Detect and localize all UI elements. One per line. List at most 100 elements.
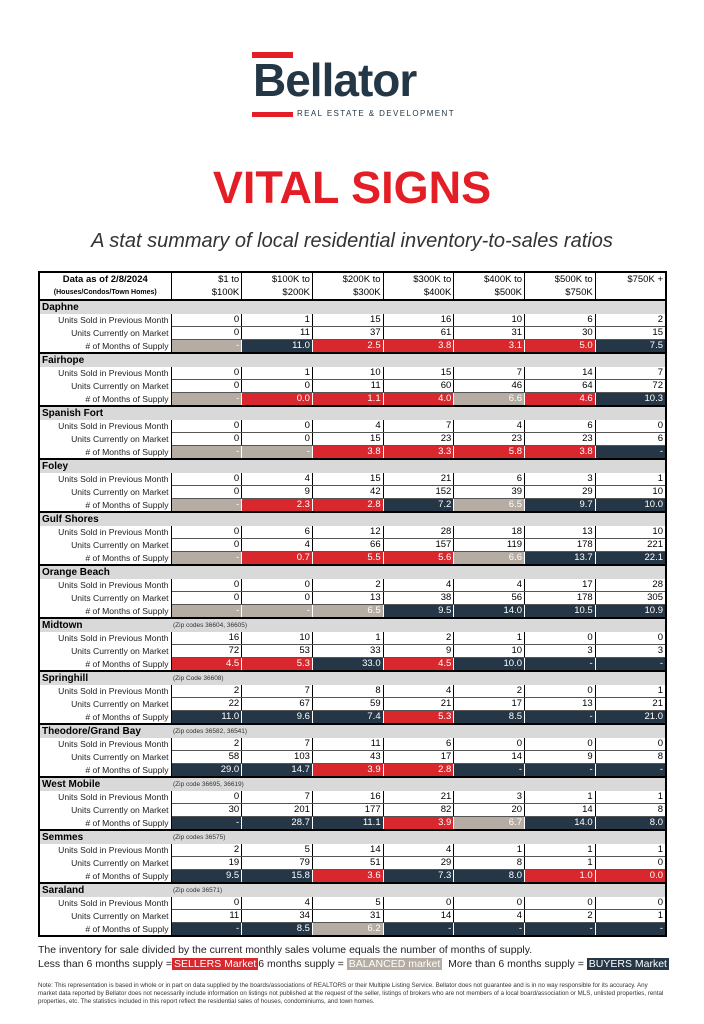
column-header-line1: $200K to xyxy=(311,272,384,286)
table-row-supply: # of Months of Supply -0.7 5.5 5.6 6.6 13.7 22… xyxy=(39,551,666,565)
months-supply-cell: 29.0 xyxy=(170,763,242,777)
units-sold-cell: 0 xyxy=(382,897,454,910)
months-supply-cell: 5.5 xyxy=(311,551,384,565)
months-supply-cell: 7.2 xyxy=(382,498,454,512)
units-on-market-cell: 72 xyxy=(170,644,242,658)
units-sold-cell: 0 xyxy=(170,473,242,486)
months-supply-cell: - xyxy=(170,392,242,406)
units-sold-cell: 1 xyxy=(241,314,313,327)
units-sold-cell: 2 xyxy=(594,314,666,327)
table-row-supply: # of Months of Supply -28.7 11.1 3.9 6.7 14.0… xyxy=(39,816,666,830)
units-sold-cell: 10 xyxy=(241,632,313,645)
months-supply-cell: 0.0 xyxy=(241,392,313,406)
units-sold-cell: 1 xyxy=(594,844,666,857)
units-on-market-cell: 9 xyxy=(524,750,596,764)
months-supply-cell: 10.5 xyxy=(524,604,596,618)
units-sold-cell: 1 xyxy=(594,473,666,486)
table-row-market: Units Currently on Market 0 0 15 23 23 23 6 xyxy=(39,432,666,446)
units-on-market-cell: 8 xyxy=(453,856,525,870)
column-header-line2: $200K xyxy=(241,286,313,301)
units-sold-cell: 0 xyxy=(241,579,313,592)
units-on-market-cell: 103 xyxy=(241,750,313,764)
table-row-market: Units Currently on Market 0 0 13 38 56 178 305 xyxy=(39,591,666,605)
column-header-line2: $500K xyxy=(453,286,525,301)
units-sold-cell: 0 xyxy=(524,632,596,645)
units-sold-cell: 2 xyxy=(170,844,242,857)
months-supply-cell: 4.5 xyxy=(170,657,242,671)
units-sold-cell: 4 xyxy=(241,473,313,486)
units-on-market-cell: 10 xyxy=(594,485,666,499)
months-supply-cell: 3.8 xyxy=(524,445,596,459)
table-row-supply: # of Months of Supply 11.0 9.6 7.4 5.3 8.5-21… xyxy=(39,710,666,724)
row-label: Units Sold in Previous Month xyxy=(39,526,172,539)
months-supply-cell: 9.6 xyxy=(241,710,313,724)
units-on-market-cell: 23 xyxy=(382,432,454,446)
row-label: # of Months of Supply xyxy=(39,445,172,459)
table-row-sold: Units Sold in Previous Month 2 7 11 6 0 0 0 xyxy=(39,738,666,751)
column-header-line1: $500K to xyxy=(524,272,596,286)
units-on-market-cell: 37 xyxy=(311,326,384,340)
units-sold-cell: 1 xyxy=(311,632,384,645)
months-supply-cell: 1.1 xyxy=(311,392,384,406)
region-name: Semmes xyxy=(39,829,171,844)
units-on-market-cell: 29 xyxy=(524,485,596,499)
units-sold-cell: 6 xyxy=(524,314,596,327)
region-zip-codes: (Zip Code 36608) xyxy=(171,670,666,685)
column-header-line1: $750K + xyxy=(594,272,666,286)
legend-more-text: More than 6 months supply = xyxy=(448,958,584,970)
region-name: Daphne xyxy=(39,299,171,314)
region-zip-codes xyxy=(171,299,666,314)
row-label: Units Sold in Previous Month xyxy=(39,685,172,698)
row-label: Units Sold in Previous Month xyxy=(39,738,172,751)
column-header-line1: $1 to xyxy=(170,272,242,286)
units-on-market-cell: 82 xyxy=(382,803,454,817)
row-label: Units Sold in Previous Month xyxy=(39,367,172,380)
months-supply-cell: - xyxy=(170,604,242,618)
units-sold-cell: 0 xyxy=(594,738,666,751)
region-header-row: Gulf Shores xyxy=(39,511,666,526)
months-supply-cell: 5.3 xyxy=(241,657,313,671)
units-sold-cell: 7 xyxy=(382,420,454,433)
months-supply-cell: 10.9 xyxy=(594,604,666,618)
units-sold-cell: 1 xyxy=(594,685,666,698)
table-row-market: Units Currently on Market 11 34 31 14 4 2 1 xyxy=(39,909,666,923)
months-supply-cell: 3.8 xyxy=(382,339,454,353)
row-label: Units Currently on Market xyxy=(39,326,172,340)
row-label: Units Currently on Market xyxy=(39,909,172,923)
units-on-market-cell: 9 xyxy=(241,485,313,499)
units-sold-cell: 10 xyxy=(453,314,525,327)
units-on-market-cell: 20 xyxy=(453,803,525,817)
row-label: # of Months of Supply xyxy=(39,816,172,830)
units-on-market-cell: 30 xyxy=(524,326,596,340)
months-supply-cell: 11.0 xyxy=(241,339,313,353)
row-label: Units Sold in Previous Month xyxy=(39,791,172,804)
units-on-market-cell: 0 xyxy=(241,432,313,446)
units-on-market-cell: 11 xyxy=(170,909,242,923)
units-on-market-cell: 119 xyxy=(453,538,525,552)
units-on-market-cell: 21 xyxy=(594,697,666,711)
row-label: Units Currently on Market xyxy=(39,538,172,552)
months-supply-cell: 5.0 xyxy=(524,339,596,353)
units-sold-cell: 0 xyxy=(524,897,596,910)
units-sold-cell: 1 xyxy=(241,367,313,380)
units-sold-cell: 1 xyxy=(524,791,596,804)
months-supply-cell: 7.4 xyxy=(311,710,384,724)
units-sold-cell: 6 xyxy=(524,420,596,433)
units-sold-cell: 4 xyxy=(382,844,454,857)
logo-wordmark: Bellator xyxy=(253,54,417,106)
months-supply-cell: 10.0 xyxy=(453,657,525,671)
table-row-supply: # of Months of Supply 29.0 14.7 3.9 2.8- - - xyxy=(39,763,666,777)
row-label: # of Months of Supply xyxy=(39,392,172,406)
units-on-market-cell: 23 xyxy=(453,432,525,446)
units-sold-cell: 2 xyxy=(311,579,384,592)
region-name: Foley xyxy=(39,458,171,473)
units-on-market-cell: 14 xyxy=(524,803,596,817)
units-sold-cell: 0 xyxy=(170,367,242,380)
months-supply-cell: 2.5 xyxy=(311,339,384,353)
row-label: # of Months of Supply xyxy=(39,339,172,353)
units-on-market-cell: 19 xyxy=(170,856,242,870)
units-sold-cell: 0 xyxy=(170,791,242,804)
months-supply-cell: - xyxy=(170,339,242,353)
months-supply-cell: 15.8 xyxy=(241,869,313,883)
units-sold-cell: 10 xyxy=(594,526,666,539)
